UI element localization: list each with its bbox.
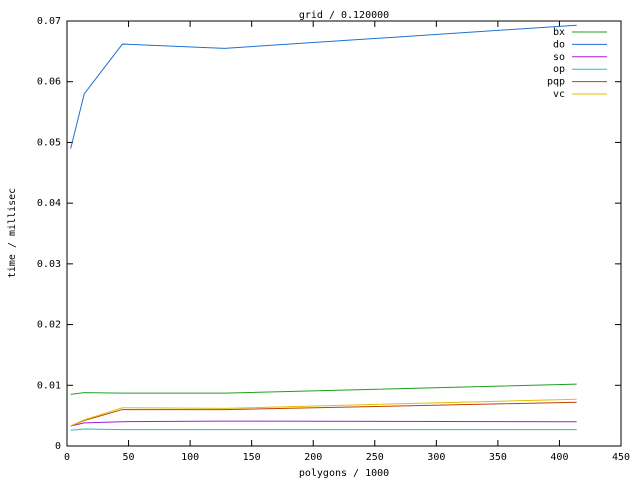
x-tick-label: 250 bbox=[366, 452, 384, 463]
legend-label: vc bbox=[553, 89, 565, 100]
legend-label: do bbox=[553, 39, 565, 50]
x-tick-label: 50 bbox=[123, 452, 135, 463]
legend-label: op bbox=[553, 64, 565, 75]
chart-title: grid / 0.120000 bbox=[299, 10, 389, 21]
y-tick-label: 0.07 bbox=[37, 16, 61, 27]
series-line bbox=[70, 428, 577, 431]
series-line bbox=[70, 24, 577, 149]
plot-border bbox=[66, 20, 622, 447]
x-tick-label: 400 bbox=[550, 452, 568, 463]
y-tick-label: 0.05 bbox=[37, 137, 61, 148]
y-axis-label: time / millisec bbox=[7, 188, 18, 278]
x-tick-label: 100 bbox=[181, 452, 199, 463]
y-tick-label: 0.06 bbox=[37, 77, 61, 88]
x-tick-label: 450 bbox=[612, 452, 630, 463]
x-axis-label: polygons / 1000 bbox=[299, 468, 389, 479]
legend-label: bx bbox=[553, 27, 565, 38]
series-line bbox=[70, 398, 577, 427]
x-tick-label: 0 bbox=[64, 452, 70, 463]
x-tick-label: 150 bbox=[243, 452, 261, 463]
x-tick-label: 350 bbox=[489, 452, 507, 463]
series-line bbox=[70, 383, 577, 395]
y-tick-label: 0.02 bbox=[37, 320, 61, 331]
y-tick-label: 0.03 bbox=[37, 259, 61, 270]
legend-label: pqp bbox=[547, 77, 565, 88]
legend-label: so bbox=[553, 52, 565, 63]
y-tick-label: 0.04 bbox=[37, 198, 61, 209]
x-tick-label: 300 bbox=[427, 452, 445, 463]
y-tick-label: 0 bbox=[55, 441, 61, 452]
y-tick-label: 0.01 bbox=[37, 380, 61, 391]
x-tick-label: 200 bbox=[304, 452, 322, 463]
series-line bbox=[70, 420, 577, 427]
